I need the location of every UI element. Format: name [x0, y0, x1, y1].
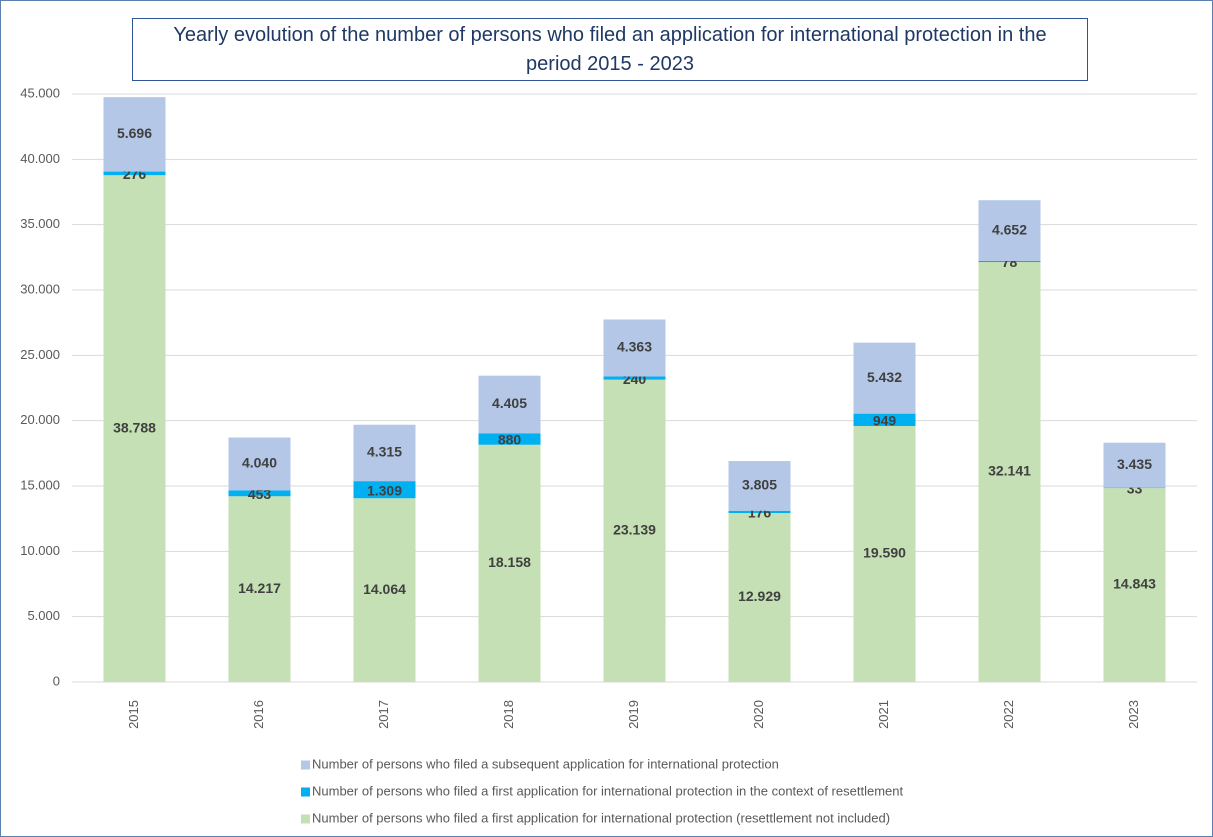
- y-tick-label: 5.000: [27, 608, 60, 623]
- data-label: 4.040: [242, 455, 277, 471]
- data-label: 18.158: [488, 554, 531, 570]
- bar-segment: [228, 490, 291, 497]
- legend-label: Number of persons who filed a subsequent…: [312, 756, 779, 771]
- data-label: 38.788: [113, 419, 156, 435]
- bar-segment: [853, 342, 916, 414]
- bar-segment: [603, 319, 666, 377]
- bar-segment: [728, 461, 791, 511]
- x-tick-label: 2023: [1126, 700, 1141, 729]
- y-tick-label: 45.000: [20, 85, 60, 100]
- legend-label: Number of persons who filed a first appl…: [312, 783, 903, 798]
- y-tick-label: 0: [53, 673, 60, 688]
- y-tick-label: 35.000: [20, 216, 60, 231]
- y-tick-label: 25.000: [20, 347, 60, 362]
- data-label: 5.696: [117, 125, 152, 141]
- data-label: 4.315: [367, 444, 402, 460]
- x-tick-label: 2018: [501, 700, 516, 729]
- bar-segment: [353, 498, 416, 682]
- bar-segment: [103, 175, 166, 682]
- legend-label: Number of persons who filed a first appl…: [312, 810, 890, 825]
- data-label: 32.141: [988, 463, 1031, 479]
- data-label: 14.843: [1113, 576, 1156, 592]
- bar-segment: [978, 262, 1041, 682]
- data-label: 14.217: [238, 580, 281, 596]
- data-label: 3.805: [742, 477, 777, 493]
- bar-segment: [603, 376, 666, 380]
- y-tick-label: 40.000: [20, 151, 60, 166]
- bar-segment: [853, 413, 916, 427]
- x-tick-label: 2016: [251, 700, 266, 729]
- bar-segment: [853, 426, 916, 682]
- data-label: 880: [498, 432, 522, 448]
- x-tick-label: 2015: [126, 700, 141, 729]
- bar-segment: [228, 437, 291, 491]
- y-tick-label: 30.000: [20, 281, 60, 296]
- bar-segment: [478, 375, 541, 434]
- data-label: 19.590: [863, 545, 906, 561]
- bar-segment: [978, 200, 1041, 262]
- data-label: 1.309: [367, 482, 402, 498]
- data-label: 4.405: [492, 395, 527, 411]
- bar-segment: [603, 379, 666, 682]
- bar-segment: [353, 424, 416, 482]
- bar-segment: [728, 510, 791, 514]
- bar-segment: [1103, 442, 1166, 488]
- bar-segment: [228, 496, 291, 682]
- x-tick-label: 2017: [376, 700, 391, 729]
- data-label: 949: [873, 413, 897, 429]
- legend-swatch: [301, 787, 310, 797]
- bar-segment: [1103, 488, 1166, 682]
- legend-swatch: [301, 760, 310, 770]
- x-tick-label: 2019: [626, 700, 641, 729]
- data-label: 14.064: [363, 581, 406, 597]
- x-tick-label: 2021: [876, 700, 891, 729]
- chart-title: Yearly evolution of the number of person…: [132, 18, 1088, 81]
- y-tick-label: 20.000: [20, 412, 60, 427]
- data-label: 23.139: [613, 522, 656, 538]
- legend-swatch: [301, 814, 310, 824]
- bar-segment: [478, 433, 541, 445]
- data-label: 5.432: [867, 369, 902, 385]
- bar-segment: [103, 171, 166, 176]
- data-label: 4.363: [617, 339, 652, 355]
- data-label: 4.652: [992, 221, 1027, 237]
- x-tick-label: 2020: [751, 700, 766, 729]
- bar-segment: [728, 513, 791, 682]
- bar-segment: [353, 481, 416, 499]
- data-label: 12.929: [738, 588, 781, 604]
- bar-segment: [978, 261, 1041, 263]
- bar-segment: [103, 97, 166, 172]
- x-tick-label: 2022: [1001, 700, 1016, 729]
- y-tick-label: 10.000: [20, 543, 60, 558]
- y-tick-label: 15.000: [20, 477, 60, 492]
- data-label: 3.435: [1117, 456, 1152, 472]
- bar-segment: [478, 444, 541, 682]
